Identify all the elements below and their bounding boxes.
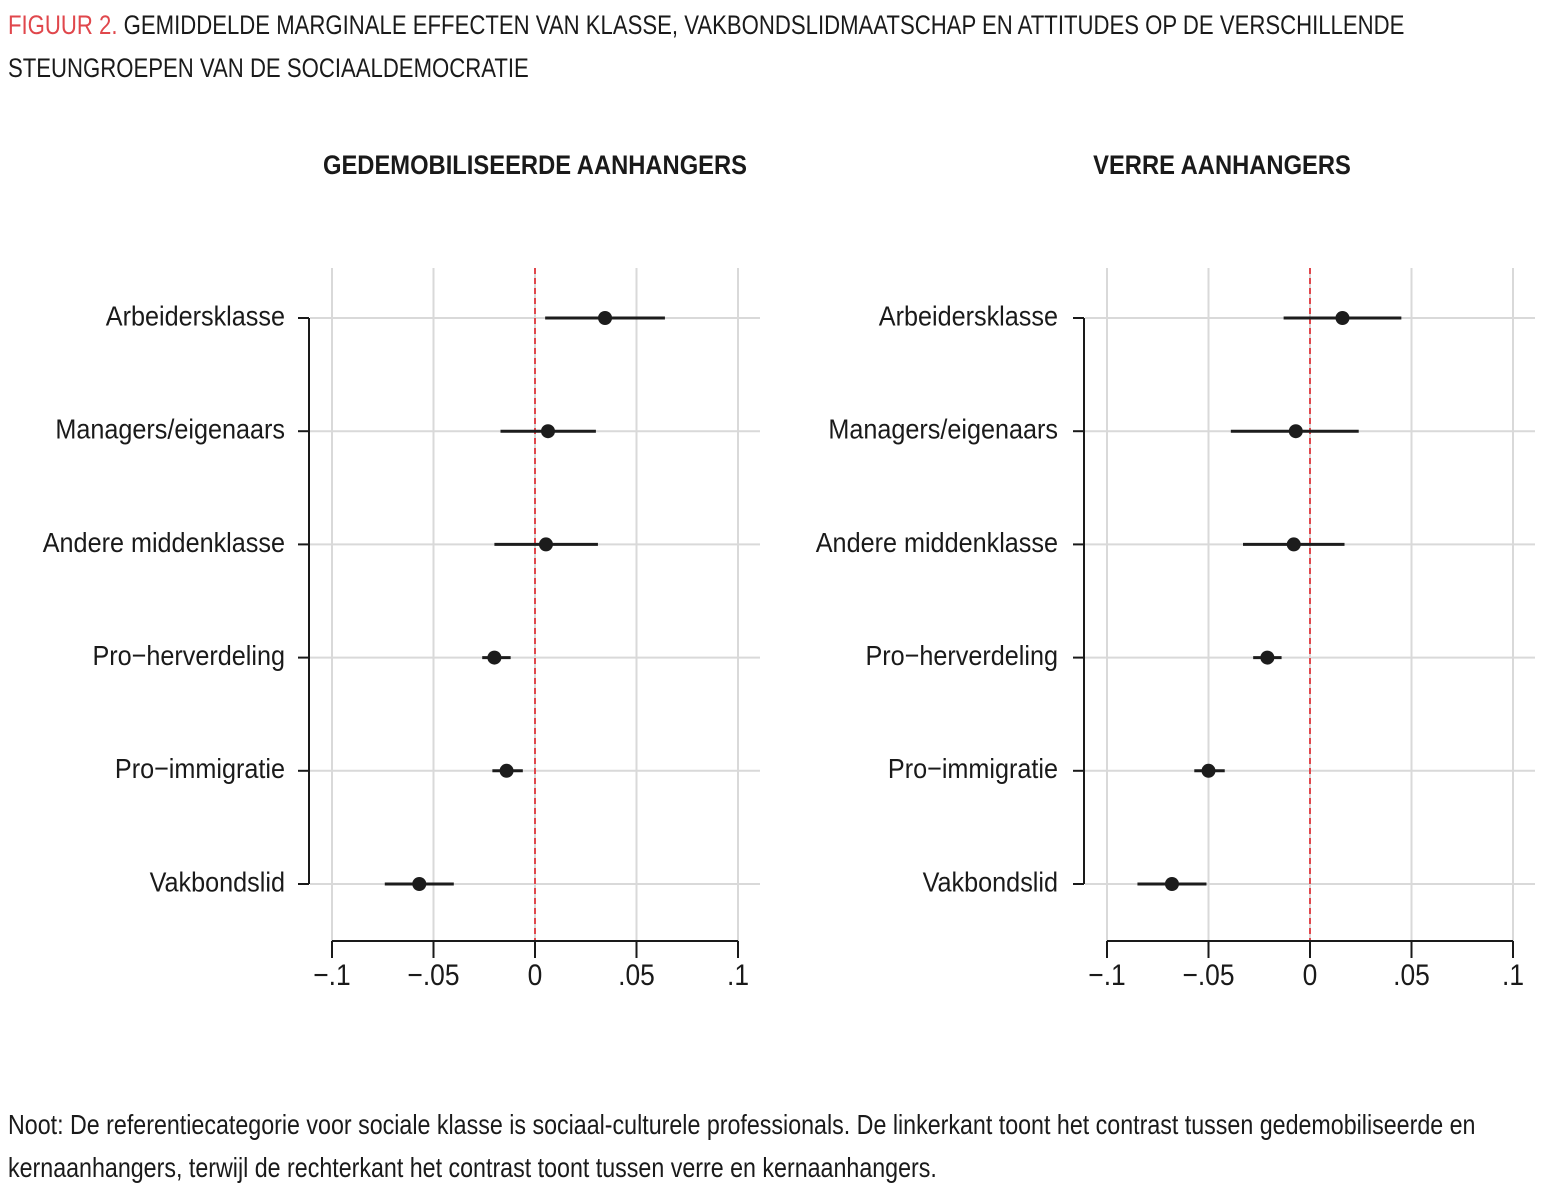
y-tick-label: Vakbondslid	[150, 866, 285, 898]
point	[1335, 311, 1350, 325]
x-tick-label: 0	[1303, 957, 1318, 991]
panel-title: GEDEMOBILISEERDE AANHANGERS	[323, 151, 747, 181]
point	[540, 424, 555, 439]
x-tick-label: .1	[1502, 957, 1524, 991]
point	[412, 877, 427, 891]
x-tick-label: .05	[1393, 957, 1430, 991]
chart: GEDEMOBILISEERDE AANHANGERS −.1 −.05 0 .05 .1…	[43, 151, 1535, 991]
y-tick-label: Arbeidersklasse	[106, 300, 285, 332]
x-tick-label: 0	[528, 957, 543, 991]
x-tick-label: .1	[727, 957, 749, 991]
x-tick-label: −.05	[407, 957, 459, 991]
point	[598, 311, 613, 325]
y-tick-label: Managers/eigenaars	[828, 413, 1058, 445]
figure-title: FIGUUR 2. GEMIDDELDE MARGINALE EFFECTEN …	[8, 4, 1484, 90]
point	[1288, 424, 1303, 439]
figure-label: FIGUUR 2.	[8, 10, 118, 40]
y-tick-label: Managers/eigenaars	[55, 413, 285, 445]
figure-title-text: GEMIDDELDE MARGINALE EFFECTEN VAN KLASSE…	[8, 10, 1405, 83]
point	[1201, 763, 1216, 778]
y-tick-label: Pro−herverdeling	[92, 640, 285, 672]
point	[1164, 877, 1179, 891]
y-tick-label: Pro−immigratie	[115, 753, 285, 785]
y-tick-label: Andere middenklasse	[816, 527, 1058, 559]
y-tick-label: Arbeidersklasse	[879, 300, 1058, 332]
y-tick-label: Andere middenklasse	[43, 527, 285, 559]
panel-title: VERRE AANHANGERS	[1093, 151, 1351, 181]
x-tick-label: .05	[618, 957, 655, 991]
y-tick-label: Pro−immigratie	[888, 753, 1058, 785]
y-tick-label: Pro−herverdeling	[865, 640, 1058, 672]
x-tick-label: −.05	[1182, 957, 1234, 991]
point	[487, 650, 502, 665]
point	[538, 537, 553, 552]
point	[1286, 537, 1301, 552]
x-tick-label: −.1	[313, 957, 350, 991]
note: Noot: De referentiecategorie voor social…	[8, 1109, 1476, 1183]
point	[499, 763, 514, 778]
point	[1260, 650, 1275, 665]
x-tick-label: −.1	[1088, 957, 1125, 991]
y-tick-label: Vakbondslid	[923, 866, 1058, 898]
